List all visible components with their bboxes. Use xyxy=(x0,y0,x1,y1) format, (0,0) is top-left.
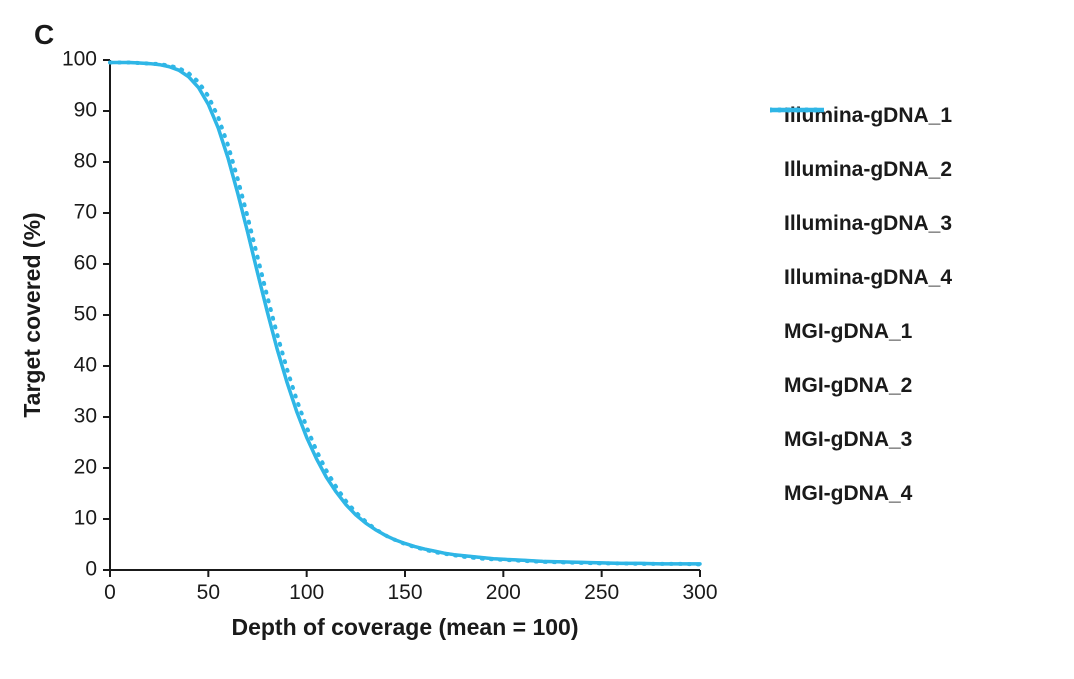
legend-label: MGI-gDNA_3 xyxy=(784,428,912,452)
series-line xyxy=(110,63,700,564)
y-tick-label: 50 xyxy=(74,303,97,326)
x-tick-label: 250 xyxy=(584,581,619,604)
x-tick-label: 50 xyxy=(197,581,220,604)
y-tick-label: 0 xyxy=(85,558,97,581)
legend-swatch xyxy=(770,104,824,116)
legend-label: Illumina-gDNA_3 xyxy=(784,212,952,236)
legend-item: Illumina-gDNA_3 xyxy=(770,212,952,236)
y-tick-label: 40 xyxy=(74,354,97,377)
x-tick-label: 300 xyxy=(682,581,717,604)
figure-container: C 01020304050607080901000501001502002503… xyxy=(0,0,1074,679)
legend-label: Illumina-gDNA_2 xyxy=(784,158,952,182)
legend-item: Illumina-gDNA_4 xyxy=(770,266,952,290)
series-line xyxy=(110,63,700,564)
x-tick-label: 100 xyxy=(289,581,324,604)
legend-label: MGI-gDNA_4 xyxy=(784,482,912,506)
legend-label: Illumina-gDNA_4 xyxy=(784,266,952,290)
y-tick-label: 60 xyxy=(74,252,97,275)
series-line xyxy=(110,63,700,565)
series-line xyxy=(110,63,700,565)
x-tick-label: 0 xyxy=(104,581,116,604)
y-tick-label: 70 xyxy=(74,201,97,224)
series-line xyxy=(110,63,700,564)
legend-item: MGI-gDNA_3 xyxy=(770,428,952,452)
series-line xyxy=(110,63,700,565)
series-line xyxy=(110,63,700,564)
x-axis-label: Depth of coverage (mean = 100) xyxy=(231,614,578,640)
x-tick-label: 200 xyxy=(486,581,521,604)
legend-item: MGI-gDNA_1 xyxy=(770,320,952,344)
legend-item: MGI-gDNA_4 xyxy=(770,482,952,506)
x-tick-label: 150 xyxy=(387,581,422,604)
legend: Illumina-gDNA_1Illumina-gDNA_2Illumina-g… xyxy=(770,104,952,506)
y-tick-label: 100 xyxy=(62,48,97,71)
legend-item: MGI-gDNA_2 xyxy=(770,374,952,398)
y-tick-label: 30 xyxy=(74,405,97,428)
y-tick-label: 90 xyxy=(74,99,97,122)
legend-label: MGI-gDNA_2 xyxy=(784,374,912,398)
legend-label: MGI-gDNA_1 xyxy=(784,320,912,344)
legend-item: Illumina-gDNA_2 xyxy=(770,158,952,182)
y-tick-label: 20 xyxy=(74,456,97,479)
series-line xyxy=(110,63,700,565)
y-tick-label: 10 xyxy=(74,507,97,530)
y-tick-label: 80 xyxy=(74,150,97,173)
y-axis-label: Target covered (%) xyxy=(19,212,45,417)
